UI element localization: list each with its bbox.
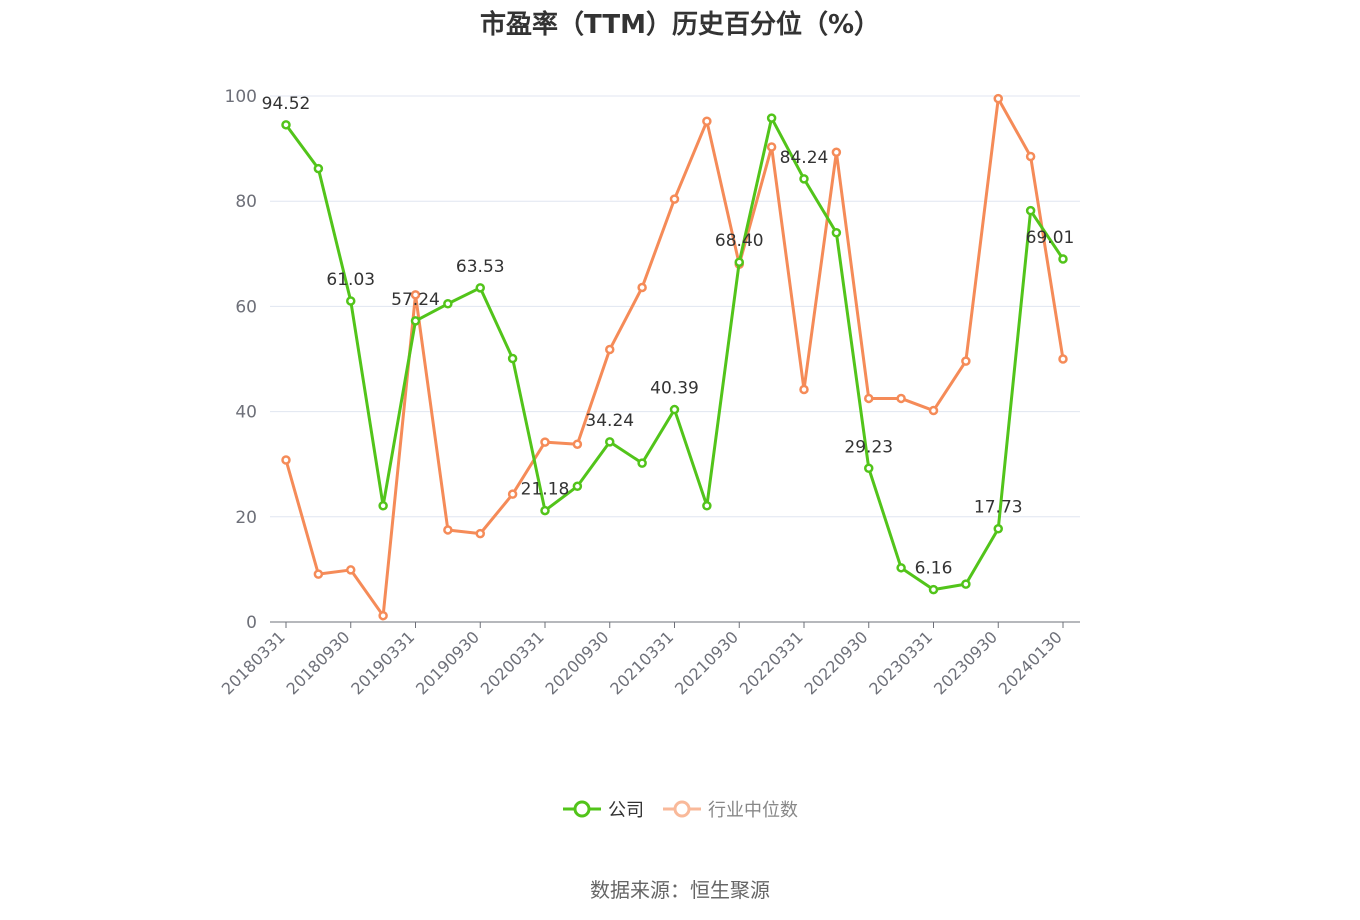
legend-industry-marker-icon — [663, 800, 701, 818]
data-label: 63.53 — [456, 257, 505, 277]
x-tick-label: 20180930 — [283, 627, 354, 698]
company-point — [896, 563, 906, 573]
series-line-company — [284, 116, 1065, 592]
industry-point — [346, 565, 356, 575]
company-point — [637, 458, 647, 468]
x-tick-label: 20190930 — [412, 627, 483, 698]
data-source: 数据来源：恒生聚源 — [590, 878, 770, 902]
company-point — [961, 579, 971, 589]
company-point — [734, 257, 744, 267]
company-point — [475, 283, 485, 293]
company-point — [831, 228, 842, 238]
axes: 0 20 40 60 80 100 2018033120180930201903312019… — [218, 87, 1080, 698]
company-point — [1058, 254, 1068, 264]
industry-point — [540, 437, 550, 447]
data-label: 6.16 — [915, 559, 953, 579]
industry-point — [993, 93, 1003, 104]
x-tick-label: 20210930 — [671, 627, 742, 698]
industry-point — [896, 393, 906, 404]
company-point — [864, 463, 874, 474]
data-labels: 94.52 61.03 57.24 63.53 21.18 34.24 40.39 68.40… — [262, 94, 1075, 579]
data-label: 21.18 — [521, 480, 570, 500]
data-label: 61.03 — [326, 270, 375, 290]
industry-point — [637, 282, 647, 293]
company-point — [799, 174, 809, 184]
legend: 公司 行业中位数 — [0, 796, 1360, 822]
data-label: 69.01 — [1026, 228, 1075, 248]
data-label: 34.24 — [585, 411, 634, 431]
x-tick-label: 20210331 — [606, 627, 677, 698]
company-point — [702, 501, 712, 511]
company-point — [572, 481, 583, 492]
industry-point — [864, 393, 874, 404]
industry-point — [961, 356, 971, 366]
x-tick-label: 20230930 — [930, 627, 1001, 698]
legend-item-company[interactable]: 公司 — [562, 796, 644, 822]
legend-item-industry-median[interactable]: 行业中位数 — [662, 796, 798, 822]
data-label: 68.40 — [715, 231, 764, 251]
industry-point — [572, 439, 583, 449]
industry-point — [831, 147, 842, 158]
x-tick-label: 20200331 — [477, 627, 548, 698]
industry-point — [378, 610, 388, 621]
data-label: 17.73 — [974, 498, 1023, 518]
y-tick-label: 0 — [246, 613, 257, 633]
company-point — [540, 505, 550, 516]
x-tick-label: 20190331 — [347, 627, 418, 698]
legend-company-marker-icon — [563, 800, 601, 818]
x-tick-label: 20220331 — [736, 627, 807, 698]
company-point — [443, 299, 453, 309]
company-point — [281, 120, 291, 130]
industry-point — [669, 194, 680, 204]
industry-point — [1025, 151, 1036, 162]
y-tick-label: 40 — [235, 403, 257, 423]
industry-point — [507, 489, 518, 499]
industry-point — [766, 142, 777, 152]
company-point — [669, 404, 680, 415]
company-point — [410, 316, 421, 326]
company-point — [346, 296, 356, 306]
company-point — [507, 353, 518, 364]
y-tick-label: 60 — [235, 297, 257, 317]
legend-company-label: 公司 — [608, 800, 644, 821]
company-point — [928, 584, 939, 595]
industry-point — [313, 569, 324, 579]
company-point — [378, 501, 388, 511]
x-tick-label: 20240130 — [995, 627, 1066, 698]
x-tick-label: 20180331 — [218, 627, 289, 698]
industry-point — [702, 116, 712, 126]
company-point — [605, 437, 615, 447]
company-point — [1025, 205, 1036, 216]
chart-title: 市盈率（TTM）历史百分位（%） — [480, 10, 880, 40]
industry-point — [605, 344, 615, 355]
series-line-industry-median — [284, 97, 1065, 618]
industry-point — [475, 528, 485, 539]
y-tick-label: 20 — [235, 508, 257, 528]
x-tick-label: 20220930 — [801, 627, 872, 698]
series-lines — [281, 93, 1068, 621]
industry-point — [799, 384, 809, 395]
industry-point — [443, 525, 453, 535]
industry-point — [928, 405, 939, 416]
company-point — [993, 523, 1003, 534]
data-label: 57.24 — [391, 290, 440, 310]
y-tick-label: 80 — [235, 192, 257, 212]
x-tick-label: 20230331 — [865, 627, 936, 698]
legend-industry-label: 行业中位数 — [708, 800, 798, 821]
y-tick-label: 100 — [225, 87, 257, 107]
x-tick-label: 20200930 — [542, 627, 613, 698]
industry-point — [281, 455, 291, 465]
data-label: 40.39 — [650, 379, 699, 399]
industry-point — [410, 290, 421, 300]
company-point — [766, 113, 777, 123]
data-label: 94.52 — [262, 94, 311, 114]
industry-point — [1058, 354, 1068, 364]
data-label: 29.23 — [844, 437, 893, 457]
data-label: 84.24 — [780, 148, 829, 168]
company-point — [313, 163, 324, 174]
